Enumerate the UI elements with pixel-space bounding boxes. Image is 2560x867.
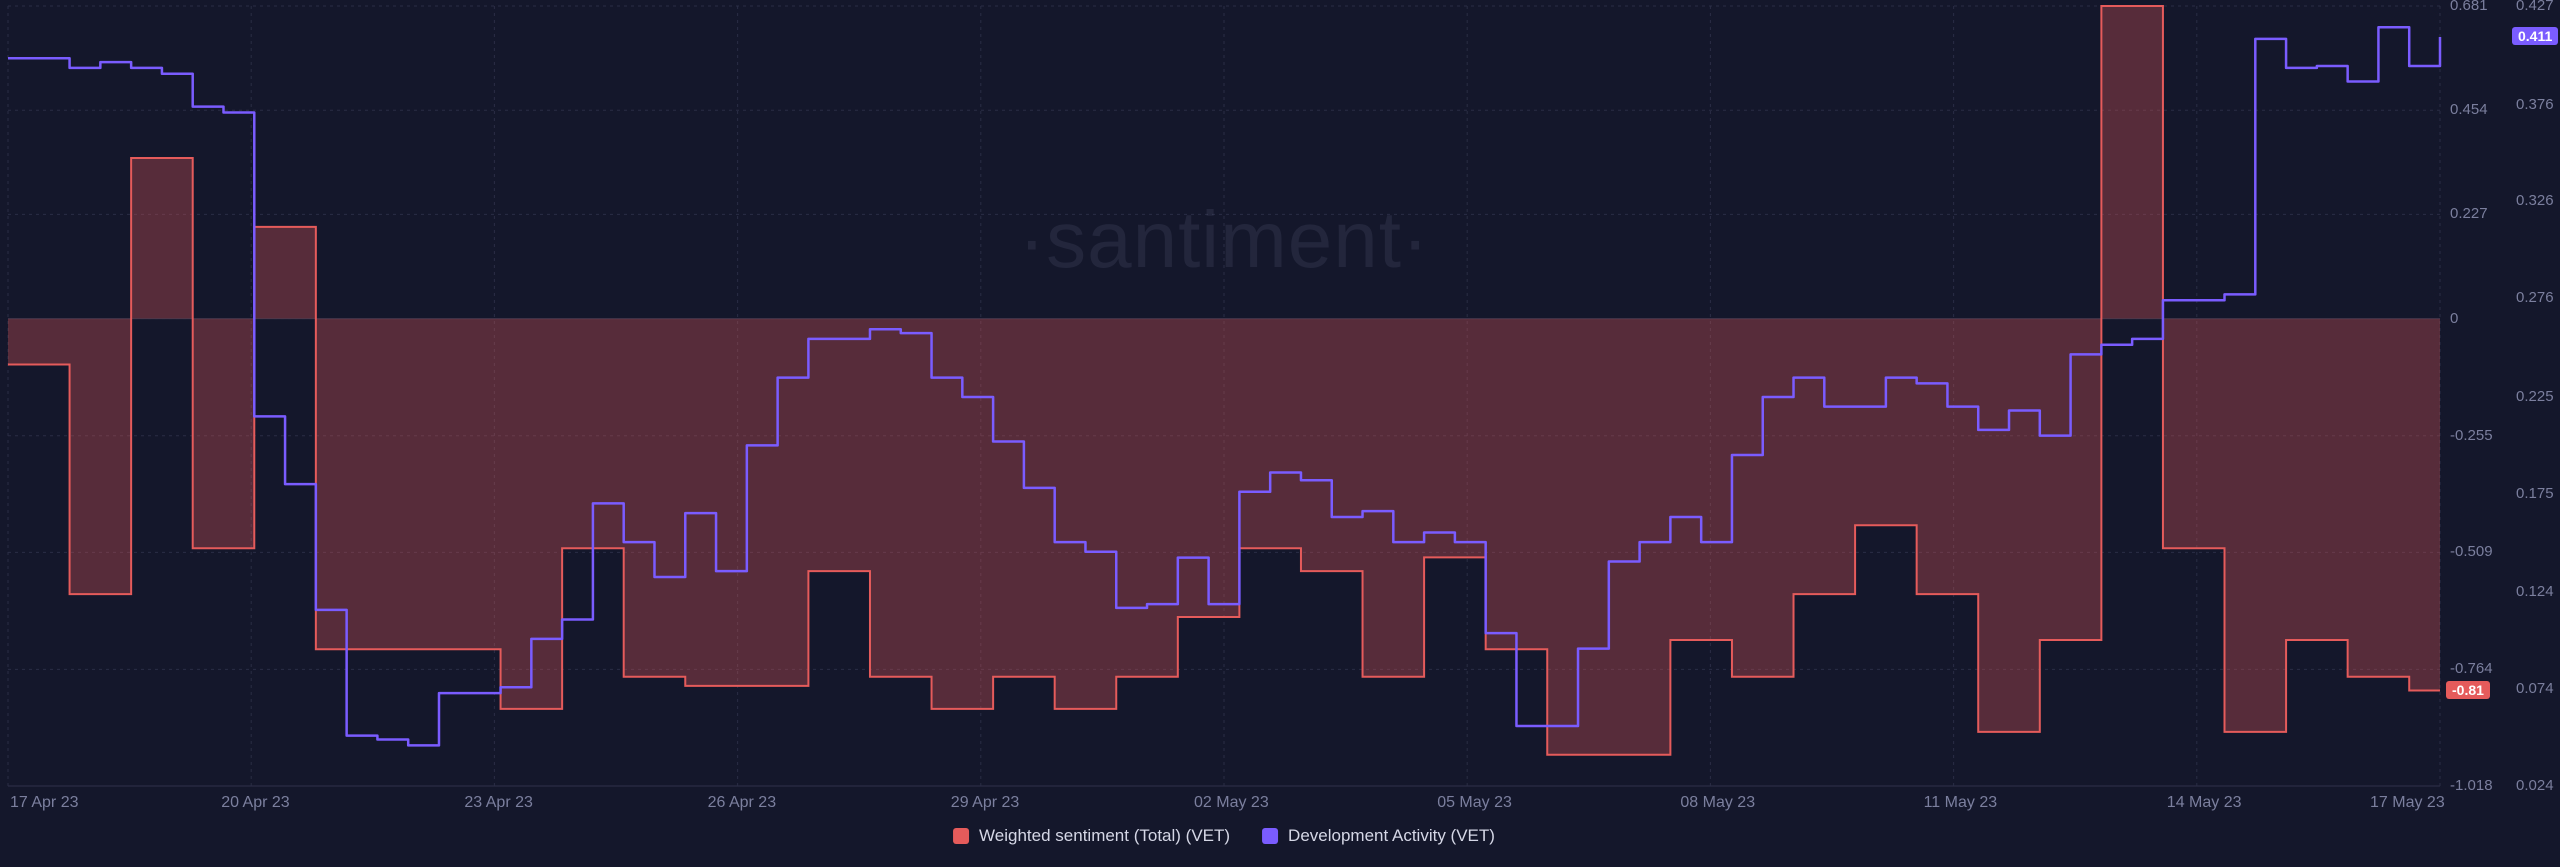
x-tick-label: 26 Apr 23 [708,794,777,812]
legend-swatch [1262,828,1278,844]
y2-tick-label: 0.074 [2516,680,2554,697]
y1-tick-label: -0.255 [2450,427,2493,444]
chart-container: ·santiment· Weighted sentiment (Total) (… [0,0,2560,867]
legend-swatch [953,828,969,844]
y1-tick-label: -0.509 [2450,543,2493,560]
y1-current-badge: -0.81 [2446,681,2490,699]
x-tick-label: 05 May 23 [1437,794,1512,812]
y1-tick-label: -1.018 [2450,777,2493,794]
y1-tick-label: 0.454 [2450,101,2488,118]
y1-tick-label: -0.764 [2450,660,2493,677]
x-tick-label: 14 May 23 [2167,794,2242,812]
legend-label: Weighted sentiment (Total) (VET) [979,826,1230,846]
x-tick-label: 17 Apr 23 [10,794,79,812]
x-tick-label: 17 May 23 [2370,794,2445,812]
y1-tick-label: 0.227 [2450,205,2488,222]
legend-item[interactable]: Weighted sentiment (Total) (VET) [953,826,1230,846]
x-tick-label: 02 May 23 [1194,794,1269,812]
y2-tick-label: 0.427 [2516,0,2554,14]
y2-tick-label: 0.276 [2516,289,2554,306]
x-tick-label: 23 Apr 23 [464,794,533,812]
x-tick-label: 29 Apr 23 [951,794,1020,812]
y2-tick-label: 0.124 [2516,583,2554,600]
x-tick-label: 20 Apr 23 [221,794,290,812]
legend: Weighted sentiment (Total) (VET) Developm… [953,826,1495,846]
legend-label: Development Activity (VET) [1288,826,1495,846]
y1-tick-label: 0.681 [2450,0,2488,14]
chart-svg[interactable] [0,0,2560,867]
y2-tick-label: 0.225 [2516,388,2554,405]
y2-tick-label: 0.326 [2516,192,2554,209]
y2-current-badge: 0.411 [2512,27,2558,45]
y2-tick-label: 0.376 [2516,96,2554,113]
x-tick-label: 08 May 23 [1680,794,1755,812]
y2-tick-label: 0.175 [2516,485,2554,502]
y1-tick-label: 0 [2450,310,2458,327]
x-tick-label: 11 May 23 [1924,794,1998,812]
legend-item[interactable]: Development Activity (VET) [1262,826,1495,846]
y2-tick-label: 0.024 [2516,777,2554,794]
